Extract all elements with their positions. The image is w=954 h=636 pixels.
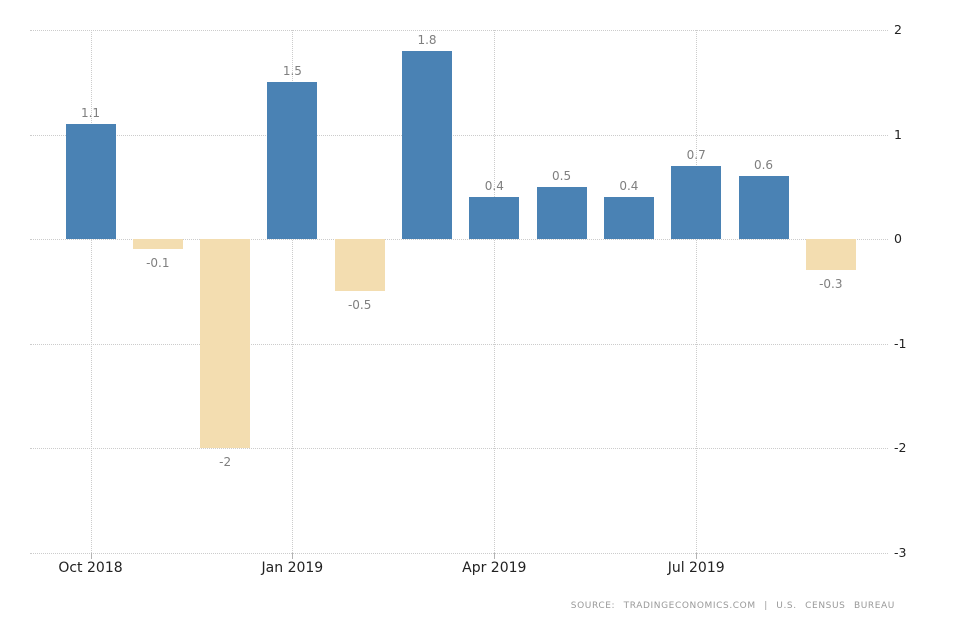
- gridline-vertical: [494, 30, 496, 553]
- x-axis-tick: [494, 552, 496, 559]
- x-axis-tick: [90, 552, 92, 559]
- y-axis-tick-label: -1: [894, 335, 907, 351]
- y-axis-tick-label: 2: [894, 22, 902, 37]
- gridline-vertical: [696, 30, 698, 553]
- gridline-horizontal: [30, 552, 888, 554]
- bar-value-label: 0.6: [753, 158, 774, 173]
- bar-negative[interactable]: [132, 239, 183, 250]
- bar-value-label: 1.1: [80, 106, 101, 120]
- x-axis-tick-label: Oct 2018: [58, 560, 123, 576]
- bar-value-label: -0.5: [347, 298, 372, 313]
- bar-positive[interactable]: [402, 50, 452, 239]
- source-attribution: SOURCE: TRADINGECONOMICS.COM | U.S. CENS…: [570, 601, 895, 611]
- bar-negative[interactable]: [200, 239, 251, 448]
- bar-value-label: 0.7: [686, 147, 706, 162]
- gridline-horizontal: [30, 448, 888, 449]
- bar-negative[interactable]: [805, 239, 856, 271]
- bar-value-label: 1.8: [417, 32, 437, 47]
- y-axis-tick-label: 0: [894, 231, 902, 246]
- bar-value-label: 0.5: [552, 168, 572, 183]
- bar-positive[interactable]: [469, 197, 520, 239]
- x-axis-tick: [292, 552, 294, 559]
- bar-negative[interactable]: [334, 239, 385, 292]
- bar-positive[interactable]: [65, 124, 116, 239]
- bar-value-label: 1.5: [282, 64, 302, 79]
- bar-positive[interactable]: [738, 176, 789, 239]
- x-axis-tick-label: Apr 2019: [462, 560, 527, 576]
- gridline-horizontal: [30, 30, 888, 31]
- bar-value-label: -2: [219, 455, 232, 469]
- y-axis-tick-label: 1: [894, 126, 902, 142]
- x-axis-tick: [696, 552, 698, 559]
- bar-positive[interactable]: [536, 186, 587, 240]
- y-axis-tick-label: -3: [894, 544, 907, 560]
- x-axis-tick-label: Jan 2019: [261, 560, 324, 576]
- gridline-vertical: [292, 30, 294, 553]
- bar-value-label: 0.4: [619, 179, 639, 194]
- y-axis-tick-label: -2: [894, 440, 907, 455]
- gridline-horizontal: [30, 239, 888, 240]
- gridline-horizontal: [30, 343, 888, 345]
- bar-value-label: -0.1: [146, 256, 170, 271]
- bar-positive[interactable]: [671, 165, 722, 239]
- bar-positive[interactable]: [267, 82, 318, 240]
- x-axis-tick-label: Jul 2019: [667, 560, 725, 576]
- bar-value-label: 0.4: [484, 179, 504, 194]
- bar-value-label: -0.3: [819, 277, 843, 292]
- gridline-horizontal: [30, 134, 888, 136]
- bar-positive[interactable]: [603, 197, 654, 239]
- gridline-vertical: [90, 30, 92, 553]
